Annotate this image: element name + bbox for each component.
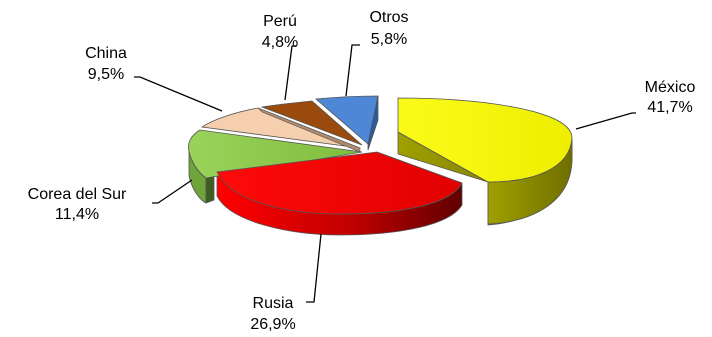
label-name-corea: Corea del Sur bbox=[28, 186, 127, 203]
label-name-mexico: México bbox=[645, 79, 696, 96]
slice-mexico bbox=[397, 97, 573, 183]
label-value-corea: 11,4% bbox=[55, 206, 99, 223]
leader-line-rusia bbox=[306, 233, 322, 303]
label-name-china: China bbox=[85, 45, 127, 62]
leader-line-mexico bbox=[575, 112, 636, 130]
slice-labels: México 41,7% Rusia 26,9% Corea del Sur 1… bbox=[28, 9, 696, 333]
slice-side-china bbox=[257, 107, 361, 153]
label-value-mexico: 41,7% bbox=[647, 99, 692, 116]
leader-line-china bbox=[134, 76, 223, 112]
slice-rusia bbox=[216, 151, 463, 215]
label-value-china: 9,5% bbox=[88, 66, 124, 83]
leader-line-corea bbox=[152, 179, 193, 204]
label-value-otros: 5,8% bbox=[371, 31, 407, 48]
label-name-rusia: Rusia bbox=[253, 295, 294, 312]
label-name-otros: Otros bbox=[369, 9, 408, 26]
label-value-peru: 4,8% bbox=[262, 34, 298, 51]
label-value-rusia: 26,9% bbox=[250, 316, 295, 333]
slice-inner-corea bbox=[205, 175, 215, 204]
slice-side-otros bbox=[367, 95, 379, 151]
slice-corea bbox=[188, 129, 363, 179]
label-name-peru: Perú bbox=[263, 13, 297, 30]
leader-line-otros bbox=[345, 44, 360, 97]
leader-line-peru bbox=[284, 45, 296, 101]
leader-lines bbox=[134, 44, 636, 303]
slice-peru bbox=[260, 100, 363, 146]
pie-slices bbox=[188, 95, 573, 215]
